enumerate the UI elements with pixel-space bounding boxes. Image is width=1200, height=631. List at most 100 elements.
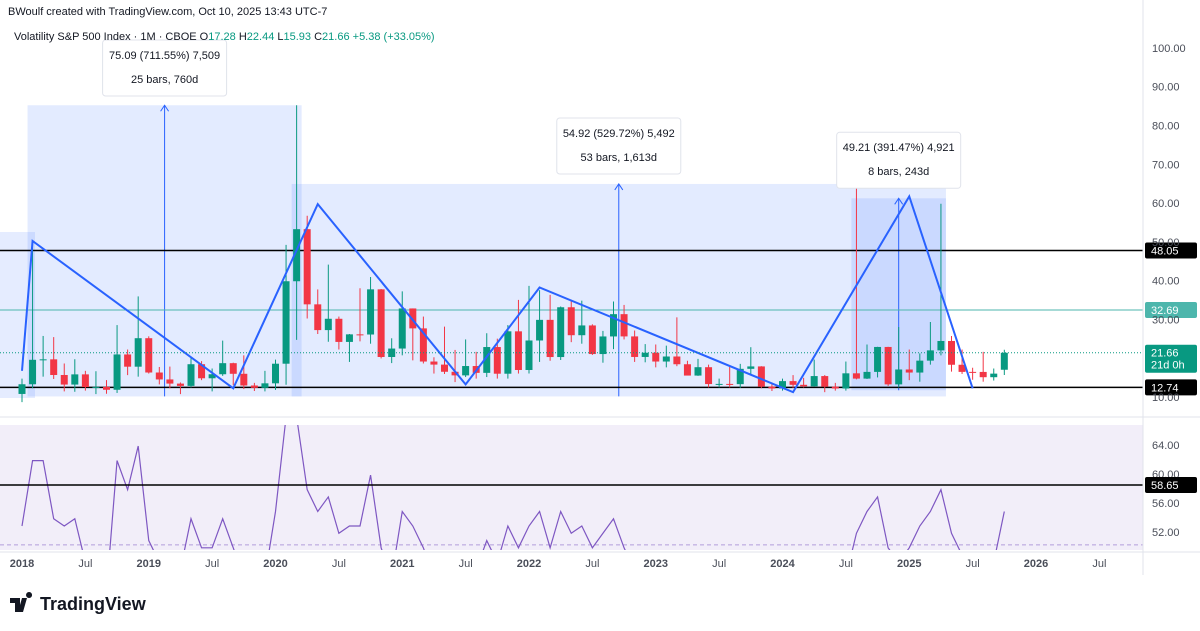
candle-body — [324, 318, 332, 331]
candle-body — [884, 346, 892, 385]
x-tick-label: 2025 — [897, 558, 921, 570]
candle-body — [757, 366, 765, 387]
measure-label-box — [556, 117, 682, 175]
candle-body — [124, 354, 132, 367]
candle-body — [50, 359, 58, 375]
candle-body — [282, 281, 290, 364]
candle-body — [198, 364, 206, 379]
candle-body — [916, 360, 924, 373]
candle-body — [377, 289, 385, 357]
x-tick-label: Jul — [459, 558, 473, 570]
osc-level-box — [1145, 476, 1197, 493]
x-tick-label: 2024 — [770, 558, 795, 570]
candle-body — [356, 334, 364, 336]
candle-body — [208, 374, 216, 379]
candle-body — [29, 359, 37, 385]
candle-body — [969, 371, 977, 373]
osc-line — [21, 425, 1005, 550]
x-tick-label: Jul — [585, 558, 599, 570]
candle-body — [1000, 352, 1008, 370]
candle-body — [60, 374, 68, 385]
candle-body — [557, 307, 565, 358]
candle-body — [419, 328, 427, 362]
y-tick-label: 50.00 — [1152, 237, 1180, 249]
measure-arrowhead — [160, 104, 170, 112]
candle-body — [874, 346, 882, 372]
price-label: 48.05 — [1151, 245, 1179, 257]
legend-ohlc-label: H — [239, 31, 247, 43]
measure-label: 75.09 (711.55%) 7,509 — [109, 50, 220, 62]
candle-body — [779, 381, 786, 389]
candle-body — [800, 384, 808, 387]
x-tick-label: 2022 — [517, 558, 541, 570]
candle-body — [652, 352, 660, 362]
candle-body — [525, 340, 533, 370]
candle-body — [905, 369, 913, 373]
legend-ohlc-value: 15.93 — [284, 31, 312, 43]
x-tick-label: 2023 — [644, 558, 668, 570]
candle-body — [831, 386, 839, 389]
candle-body — [441, 364, 448, 372]
main-pane — [0, 104, 1143, 403]
candle-body — [155, 372, 163, 380]
x-tick-label: Jul — [205, 558, 219, 570]
price-label-box — [1145, 302, 1197, 319]
candle-body — [567, 307, 575, 336]
candle-body — [842, 373, 850, 389]
candle-body — [493, 347, 501, 374]
candle-body — [92, 386, 100, 388]
candle-body — [113, 354, 121, 390]
candle-body — [514, 331, 522, 370]
x-tick-label: Jul — [332, 558, 346, 570]
osc-tick-label: 64.00 — [1152, 440, 1180, 452]
candle-body — [71, 374, 79, 385]
candle-body — [726, 383, 734, 385]
y-tick-label: 100.00 — [1152, 43, 1186, 55]
header: BWoulf created with TradingView.com, Oct… — [8, 6, 327, 18]
measure-label-box — [836, 131, 962, 189]
y-tick-label: 60.00 — [1152, 198, 1180, 210]
x-tick-label: 2021 — [390, 558, 414, 570]
candle-body — [588, 325, 596, 355]
candle-body — [610, 314, 617, 337]
x-tick-label: 2020 — [263, 558, 287, 570]
candle-body — [673, 356, 681, 365]
candle-body — [979, 371, 987, 378]
candle-body — [166, 379, 174, 384]
candle-body — [599, 336, 607, 355]
candle-body — [145, 338, 153, 373]
x-tick-label: Jul — [712, 558, 726, 570]
candle-body — [694, 367, 702, 376]
candle-body — [483, 347, 491, 373]
logo-text: TradingView — [40, 594, 147, 614]
candle-body — [367, 289, 375, 335]
legend-ohlc-value: 21.66 — [322, 31, 350, 43]
candle-body — [810, 376, 818, 387]
candle-body — [683, 364, 691, 376]
y-tick-label: 80.00 — [1152, 120, 1180, 132]
y-tick-label: 90.00 — [1152, 82, 1180, 94]
last-price-label: 21.66 — [1151, 348, 1179, 360]
candle-body — [303, 229, 311, 305]
candle-body — [768, 386, 776, 389]
candle-body — [926, 350, 934, 361]
osc-tick-label: 52.00 — [1152, 527, 1180, 539]
last-price-box — [1145, 344, 1197, 373]
candle-body — [852, 373, 860, 379]
legend-ohlc-value: 22.44 — [247, 31, 275, 43]
x-tick-label: Jul — [78, 558, 92, 570]
candle-body — [895, 369, 903, 385]
candle-body — [18, 384, 26, 394]
candle-body — [641, 352, 649, 357]
candle-body — [240, 373, 248, 386]
candle-body — [229, 363, 237, 374]
measure-label: 54.92 (529.72%) 5,492 — [563, 128, 675, 140]
x-tick-label: 2026 — [1024, 558, 1048, 570]
oscillator-plot — [0, 425, 1143, 550]
candle-body — [39, 359, 47, 361]
measure-label: 53 bars, 1,613d — [581, 152, 657, 164]
oscillator-pane — [0, 425, 1143, 550]
logo: TradingView — [10, 592, 147, 614]
candle-body — [409, 308, 417, 329]
candle-body — [958, 364, 966, 372]
